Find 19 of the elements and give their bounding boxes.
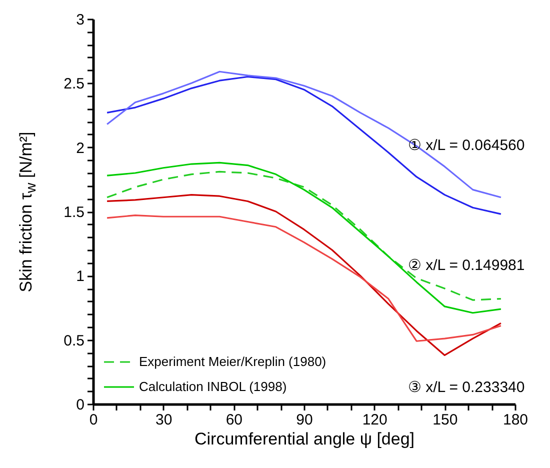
y-tick-label: 2: [76, 140, 84, 157]
x-axis-title: Circumferential angle ψ [deg]: [194, 430, 415, 448]
x-tick-label: 90: [296, 412, 313, 428]
x-tick-label: 180: [502, 412, 528, 428]
y-tick-label: 1.5: [64, 204, 84, 221]
y-tick-label: 1: [76, 268, 84, 286]
x-tick-label: 120: [362, 412, 388, 428]
legend-label: Experiment Meier/Kreplin (1980): [139, 354, 326, 369]
y-tick-label: 0.5: [64, 332, 84, 350]
y-tick-label: 0: [76, 396, 84, 414]
x-tick-label: 150: [432, 412, 458, 428]
annotation: ③ x/L = 0.233340: [408, 378, 525, 396]
x-tick-label: 60: [226, 412, 243, 428]
x-tick-label: 30: [155, 412, 172, 428]
y-tick-label: 3: [76, 12, 84, 28]
y-tick-label: 2.5: [64, 76, 84, 93]
x-tick-label: 0: [89, 412, 98, 428]
annotation: ② x/L = 0.149981: [408, 256, 525, 274]
legend-label: Calculation INBOL (1998): [139, 379, 287, 394]
